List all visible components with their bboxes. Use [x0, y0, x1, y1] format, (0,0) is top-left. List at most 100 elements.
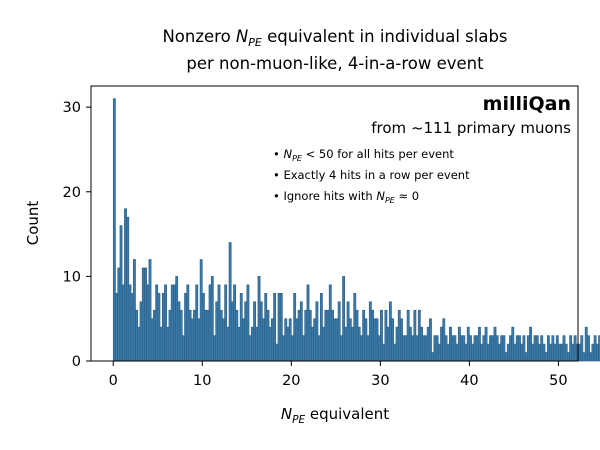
histogram-bar	[155, 284, 159, 362]
histogram-bar	[460, 335, 464, 362]
histogram-bar	[417, 309, 421, 362]
histogram-bar	[357, 326, 361, 362]
histogram-bar	[531, 343, 535, 362]
histogram-bar	[535, 335, 539, 362]
histogram-bar	[384, 309, 388, 362]
histogram-bar	[513, 343, 517, 362]
histogram-bar	[484, 326, 488, 362]
histogram-bar	[373, 318, 377, 362]
histogram-bar	[500, 335, 504, 362]
histogram-bar	[509, 335, 512, 362]
histogram-bar	[222, 318, 225, 362]
histogram-bar	[382, 343, 386, 362]
histogram-bar	[584, 326, 588, 362]
histogram-bar	[489, 335, 492, 362]
histogram-bar	[400, 318, 403, 362]
histogram-bar	[444, 335, 448, 362]
histogram-bar	[257, 276, 261, 362]
histogram-bar	[302, 335, 305, 362]
histogram-bar	[595, 343, 599, 362]
histogram-bar	[115, 293, 119, 362]
histogram-bar	[360, 335, 363, 362]
histogram-bar	[375, 318, 379, 362]
histogram-bar	[328, 284, 332, 362]
x-tick-label: 30	[371, 373, 389, 389]
histogram-bar	[571, 343, 575, 362]
histogram-bar	[139, 301, 143, 362]
histogram-bar	[317, 335, 321, 362]
histogram-bar	[411, 335, 415, 362]
histogram-bar	[306, 284, 310, 362]
histogram-bar	[288, 318, 292, 362]
histogram-bar	[477, 326, 481, 362]
histogram-bar	[293, 293, 297, 362]
histogram-bar	[346, 301, 350, 362]
histogram-bar	[455, 343, 459, 362]
histogram-bar	[204, 309, 208, 362]
histogram-bar	[446, 343, 450, 362]
histogram-bar	[560, 343, 564, 362]
histogram-bar	[335, 318, 339, 362]
histogram-bar	[248, 335, 252, 362]
histogram-bar	[324, 309, 328, 362]
histogram-bar	[567, 352, 570, 362]
histogram-bar	[457, 326, 461, 362]
histogram-bar	[135, 309, 139, 362]
histogram-bar	[591, 343, 595, 362]
histogram-bar	[201, 293, 205, 362]
histogram-bar	[239, 293, 243, 362]
histogram-bar	[297, 309, 301, 362]
note-bullet-1: • NPE < 50 for all hits per event	[273, 147, 454, 163]
histogram-bar	[371, 309, 374, 362]
brand-label: milliQan	[483, 93, 571, 115]
histogram-bar	[308, 309, 312, 362]
histogram-bar	[504, 352, 508, 362]
histogram-bar	[337, 301, 341, 362]
histogram-bar	[377, 335, 381, 362]
histogram-bar	[368, 301, 372, 362]
histogram-bar	[181, 335, 185, 362]
histogram-bar	[511, 326, 515, 362]
histogram-bar	[498, 343, 501, 362]
histogram-bar	[449, 326, 452, 362]
histogram-bar	[515, 335, 519, 362]
histogram-bar	[393, 343, 397, 362]
histogram-bar	[190, 318, 194, 362]
chart-title-line-1: Nonzero NPE equivalent in individual sla…	[162, 27, 507, 49]
histogram-bar	[342, 276, 346, 362]
histogram-bar	[117, 267, 121, 362]
x-tick-label: 0	[109, 373, 118, 389]
histogram-bar	[420, 326, 423, 362]
x-tick-label: 50	[549, 373, 567, 389]
note-bullet-2: • Exactly 4 hits in a row per event	[273, 168, 470, 182]
histogram-bar	[250, 326, 254, 362]
histogram-bar	[164, 284, 167, 362]
histogram-bar	[453, 335, 457, 362]
histogram-bar	[431, 352, 435, 362]
histogram-bar	[273, 293, 277, 362]
histogram-bar	[215, 301, 219, 362]
source-label: from ~111 primary muons	[371, 119, 571, 137]
histogram-bar	[230, 301, 234, 362]
histogram-bar	[275, 343, 279, 362]
histogram-bar	[502, 335, 506, 362]
histogram-bar	[551, 335, 555, 362]
histogram-bar	[482, 335, 486, 362]
histogram-bar	[333, 318, 337, 362]
histogram-bar	[426, 326, 430, 362]
histogram-bar	[228, 242, 232, 362]
histogram-bar	[348, 318, 352, 362]
histogram-bar	[157, 293, 161, 362]
histogram-bar	[197, 318, 201, 362]
histogram-bar	[291, 335, 294, 362]
chart-title-line-2: per non-muon-like, 4-in-a-row event	[186, 54, 484, 73]
histogram-bar	[486, 343, 490, 362]
histogram-bar	[388, 301, 392, 362]
histogram-bar	[299, 301, 303, 362]
histogram-bar	[264, 293, 268, 362]
histogram-bar	[313, 318, 317, 362]
histogram-bar	[555, 335, 559, 362]
histogram-bar	[413, 309, 417, 362]
histogram-bar	[112, 98, 116, 362]
histogram-bar	[395, 326, 399, 362]
